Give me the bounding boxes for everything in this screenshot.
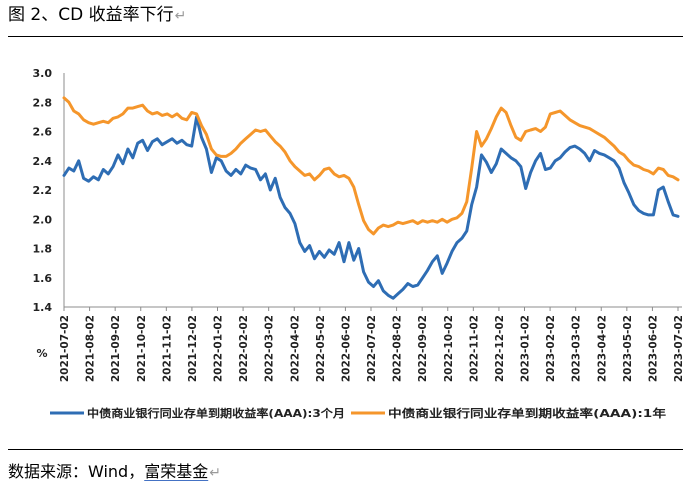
y-tick-label: 1.8 — [33, 243, 53, 256]
x-tick-label: 2022-06-02 — [340, 315, 352, 382]
figure-title: 图 2、CD 收益率下行↵ — [8, 4, 186, 27]
x-tick-label: 2022-09-02 — [417, 315, 429, 382]
x-tick-label: 2022-11-02 — [468, 315, 480, 382]
y-tick-labels: 1.4 1.6 1.8 2.0 2.2 2.4 2.6 2.8 3.0% — [33, 67, 53, 360]
legend-label-2: 中债商业银行同业存单到期收益率(AAA):1年 — [388, 406, 666, 420]
x-tick-label: 2022-08-02 — [392, 315, 404, 382]
x-tick-label: 2022-05-02 — [315, 315, 327, 382]
x-tick-label: 2022-07-02 — [366, 315, 378, 382]
x-tick-label: 2023-03-02 — [571, 315, 583, 382]
x-tick-label: 2023-02-02 — [545, 315, 557, 382]
chart-axes — [63, 73, 682, 311]
series-lines — [62, 96, 680, 300]
bottom-rule — [8, 449, 683, 450]
y-tick-label: 2.4 — [33, 155, 53, 168]
paragraph-mark-icon: ↵ — [174, 8, 187, 24]
data-source-note: 数据来源：Wind，富荣基金↵ — [8, 462, 221, 483]
legend-label-1: 中债商业银行同业存单到期收益率(AAA):3个月 — [87, 406, 345, 420]
x-tick-label: 2023-05-02 — [622, 315, 634, 382]
yield-line-chart: 1.41.61.82.02.22.42.62.83.0% 2021-07-02 2… — [33, 67, 686, 420]
x-tick-label: 2021-09-02 — [110, 315, 122, 382]
top-rule — [8, 36, 683, 37]
y-tick-label: 2.2 — [33, 184, 53, 197]
x-tick-label: 2022-04-02 — [289, 315, 301, 382]
x-tick-label: 2022-02-02 — [238, 315, 250, 382]
x-tick-label: 2021-10-02 — [136, 315, 148, 382]
x-tick-label: 2022-12-02 — [494, 315, 506, 382]
x-tick-label: 2021-12-02 — [187, 315, 199, 382]
series-line-1 — [62, 115, 680, 300]
x-tick-label: 2022-01-02 — [213, 315, 225, 382]
y-tick-label: 2.0 — [33, 213, 53, 226]
y-axis-unit-label: % — [36, 347, 47, 360]
x-tick-labels: 2021-07-02 2021-08-02 2021-09-02 2021-10-02… — [59, 315, 685, 382]
y-tick-label: 1.6 — [33, 272, 53, 285]
x-tick-label: 2023-04-02 — [596, 315, 608, 382]
y-tick-label: 2.8 — [33, 96, 53, 109]
x-tick-label: 2022-10-02 — [443, 315, 455, 382]
y-tick-label: 1.4 — [33, 301, 53, 314]
x-tick-label: 2023-07-02 — [673, 315, 685, 382]
x-tick-label: 2021-11-02 — [161, 315, 173, 382]
x-tick-label: 2021-08-02 — [85, 315, 97, 382]
x-tick-label: 2023-01-02 — [520, 315, 532, 382]
x-tick-label: 2022-03-02 — [264, 315, 276, 382]
paragraph-mark-icon: ↵ — [209, 465, 221, 481]
y-tick-label: 2.6 — [33, 126, 53, 139]
y-tick-label: 3.0 — [33, 67, 53, 80]
source-company: 富荣基金 — [144, 462, 209, 481]
series-line-2 — [62, 96, 680, 236]
x-tick-label: 2023-06-02 — [647, 315, 659, 382]
legend: 中债商业银行同业存单到期收益率(AAA):3个月 中债商业银行同业存单到期收益率(… — [50, 406, 666, 420]
figure-title-text: 图 2、CD 收益率下行 — [8, 5, 174, 25]
source-prefix: 数据来源：Wind， — [8, 462, 145, 481]
x-tick-label: 2021-07-02 — [59, 315, 71, 382]
